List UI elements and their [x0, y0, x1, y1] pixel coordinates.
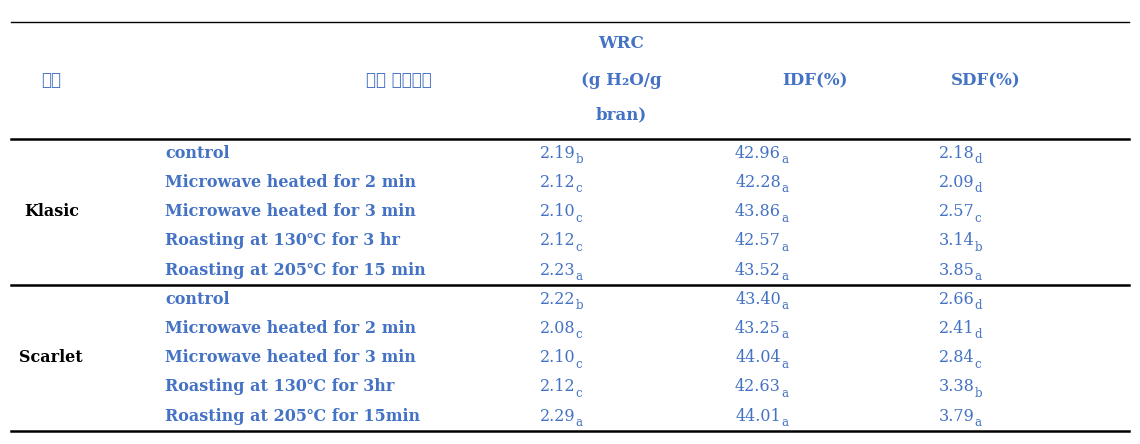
- Text: 2.41: 2.41: [939, 320, 975, 337]
- Text: 3.14: 3.14: [939, 232, 975, 250]
- Text: a: a: [781, 212, 788, 225]
- Text: Scarlet: Scarlet: [19, 349, 83, 366]
- Text: 미강 처리조건: 미강 처리조건: [366, 72, 432, 89]
- Text: 2.10: 2.10: [540, 349, 576, 366]
- Text: 43.40: 43.40: [735, 291, 781, 308]
- Text: WRC: WRC: [598, 35, 644, 52]
- Text: 43.52: 43.52: [735, 262, 781, 278]
- Text: a: a: [781, 416, 788, 429]
- Text: d: d: [975, 153, 983, 166]
- Text: a: a: [781, 270, 788, 283]
- Text: 2.84: 2.84: [939, 349, 975, 366]
- Text: bran): bran): [596, 107, 646, 124]
- Text: 2.12: 2.12: [540, 174, 576, 191]
- Text: 2.18: 2.18: [939, 145, 975, 162]
- Text: 2.19: 2.19: [540, 145, 576, 162]
- Text: c: c: [576, 241, 583, 254]
- Text: 2.09: 2.09: [939, 174, 975, 191]
- Text: a: a: [781, 241, 788, 254]
- Text: 2.10: 2.10: [540, 203, 576, 220]
- Text: b: b: [576, 299, 584, 312]
- Text: a: a: [781, 153, 788, 166]
- Text: control: control: [165, 145, 230, 162]
- Text: c: c: [576, 387, 583, 400]
- Text: 42.28: 42.28: [735, 174, 781, 191]
- Text: Roasting at 130℃ for 3 hr: Roasting at 130℃ for 3 hr: [165, 232, 400, 250]
- Text: 2.12: 2.12: [540, 378, 576, 395]
- Text: control: control: [165, 291, 230, 308]
- Text: Roasting at 205℃ for 15min: Roasting at 205℃ for 15min: [165, 408, 421, 424]
- Text: Microwave heated for 3 min: Microwave heated for 3 min: [165, 203, 416, 220]
- Text: 2.66: 2.66: [939, 291, 975, 308]
- Text: c: c: [576, 182, 583, 195]
- Text: SDF(%): SDF(%): [951, 72, 1021, 89]
- Text: 2.29: 2.29: [540, 408, 576, 424]
- Text: 2.57: 2.57: [939, 203, 975, 220]
- Text: 42.96: 42.96: [735, 145, 781, 162]
- Text: 2.22: 2.22: [540, 291, 576, 308]
- Text: c: c: [975, 358, 982, 371]
- Text: a: a: [975, 270, 982, 283]
- Text: a: a: [781, 329, 788, 341]
- Text: 42.63: 42.63: [735, 378, 781, 395]
- Text: (g H₂O/g: (g H₂O/g: [581, 72, 661, 89]
- Text: 3.79: 3.79: [939, 408, 975, 424]
- Text: a: a: [576, 416, 583, 429]
- Text: 3.85: 3.85: [939, 262, 975, 278]
- Text: a: a: [576, 270, 583, 283]
- Text: 3.38: 3.38: [939, 378, 975, 395]
- Text: c: c: [576, 329, 583, 341]
- Text: 44.04: 44.04: [735, 349, 781, 366]
- Text: 2.12: 2.12: [540, 232, 576, 250]
- Text: a: a: [781, 358, 788, 371]
- Text: a: a: [781, 299, 788, 312]
- Text: Microwave heated for 3 min: Microwave heated for 3 min: [165, 349, 416, 366]
- Text: c: c: [975, 212, 982, 225]
- Text: 42.57: 42.57: [735, 232, 781, 250]
- Text: d: d: [975, 182, 983, 195]
- Text: 품종: 품종: [41, 72, 62, 89]
- Text: 2.08: 2.08: [540, 320, 576, 337]
- Text: 44.01: 44.01: [735, 408, 781, 424]
- Text: b: b: [576, 153, 584, 166]
- Text: 43.86: 43.86: [735, 203, 781, 220]
- Text: 2.23: 2.23: [540, 262, 576, 278]
- Text: a: a: [781, 387, 788, 400]
- Text: c: c: [576, 358, 583, 371]
- Text: a: a: [975, 416, 982, 429]
- Text: b: b: [975, 241, 983, 254]
- Text: Microwave heated for 2 min: Microwave heated for 2 min: [165, 174, 416, 191]
- Text: Klasic: Klasic: [24, 203, 79, 220]
- Text: d: d: [975, 329, 983, 341]
- Text: Roasting at 205℃ for 15 min: Roasting at 205℃ for 15 min: [165, 262, 426, 278]
- Text: d: d: [975, 299, 983, 312]
- Text: IDF(%): IDF(%): [782, 72, 848, 89]
- Text: Microwave heated for 2 min: Microwave heated for 2 min: [165, 320, 416, 337]
- Text: Roasting at 130℃ for 3hr: Roasting at 130℃ for 3hr: [165, 378, 394, 395]
- Text: a: a: [781, 182, 788, 195]
- Text: b: b: [975, 387, 983, 400]
- Text: 43.25: 43.25: [735, 320, 781, 337]
- Text: c: c: [576, 212, 583, 225]
